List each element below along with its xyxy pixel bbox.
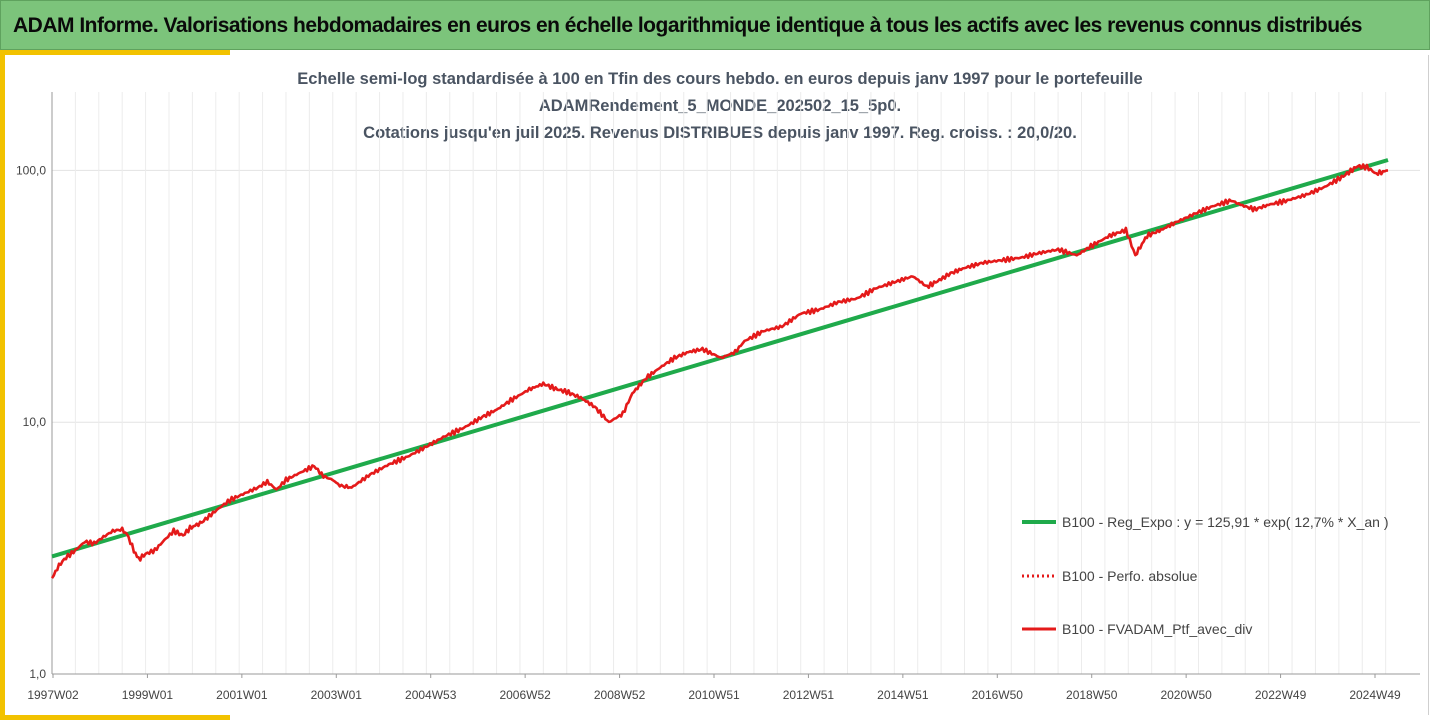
x-tick-label: 1999W01 xyxy=(122,688,174,702)
x-tick-label: 2010W51 xyxy=(688,688,740,702)
chart-grid xyxy=(51,92,1420,675)
legend-label-portfolio: B100 - FVADAM_Ptf_avec_div xyxy=(1062,621,1252,637)
chart-frame xyxy=(5,55,1429,715)
report-banner: ADAM Informe. Valorisations hebdomadaire… xyxy=(0,0,1430,50)
y-tick-label: 1,0 xyxy=(29,667,46,681)
x-tick-label: 2014W51 xyxy=(877,688,929,702)
report-banner-title: ADAM Informe. Valorisations hebdomadaire… xyxy=(13,14,1362,37)
accent-bar-top xyxy=(0,50,230,55)
accent-bar-bottom xyxy=(0,715,230,720)
legend-label-regression: B100 - Reg_Expo : y = 125,91 * exp( 12,7… xyxy=(1062,514,1388,530)
accent-bar-left xyxy=(0,50,5,720)
legend-label-absolue: B100 - Perfo. absolue xyxy=(1062,568,1198,584)
chart-title-line-3: Cotations jusqu'en juil 2025. Revenus DI… xyxy=(363,124,1077,142)
x-tick-label: 2018W50 xyxy=(1066,688,1118,702)
x-tick-label: 2016W50 xyxy=(972,688,1024,702)
series-line-portfolio xyxy=(50,163,1389,579)
x-tick-label: 1997W02 xyxy=(27,688,79,702)
chart-title-line-2: ADAMRendement_5_MONDE_202502_15_5p0. xyxy=(538,97,902,115)
chart-axes: 1,0 10,0 100,0 1997W02 1999W01 2001W01 2003W01… xyxy=(16,92,1420,702)
x-tick-label: 2003W01 xyxy=(311,688,363,702)
chart-title-line-1: Echelle semi-log standardisée à 100 en T… xyxy=(297,70,1143,88)
x-tick-label: 2001W01 xyxy=(216,688,268,702)
x-tick-label: 2008W52 xyxy=(594,688,646,702)
y-tick-label: 100,0 xyxy=(16,163,46,177)
chart-legend: B100 - Reg_Expo : y = 125,91 * exp( 12,7… xyxy=(1022,514,1388,637)
chart-lines xyxy=(50,158,1389,579)
x-tick-label: 2004W53 xyxy=(405,688,457,702)
x-tick-label: 2020W50 xyxy=(1160,688,1212,702)
x-tick-label: 2006W52 xyxy=(499,688,551,702)
x-tick-label: 2012W51 xyxy=(783,688,835,702)
x-tick-label: 2022W49 xyxy=(1255,688,1307,702)
x-tick-label: 2024W49 xyxy=(1349,688,1401,702)
y-tick-label: 10,0 xyxy=(23,415,47,429)
